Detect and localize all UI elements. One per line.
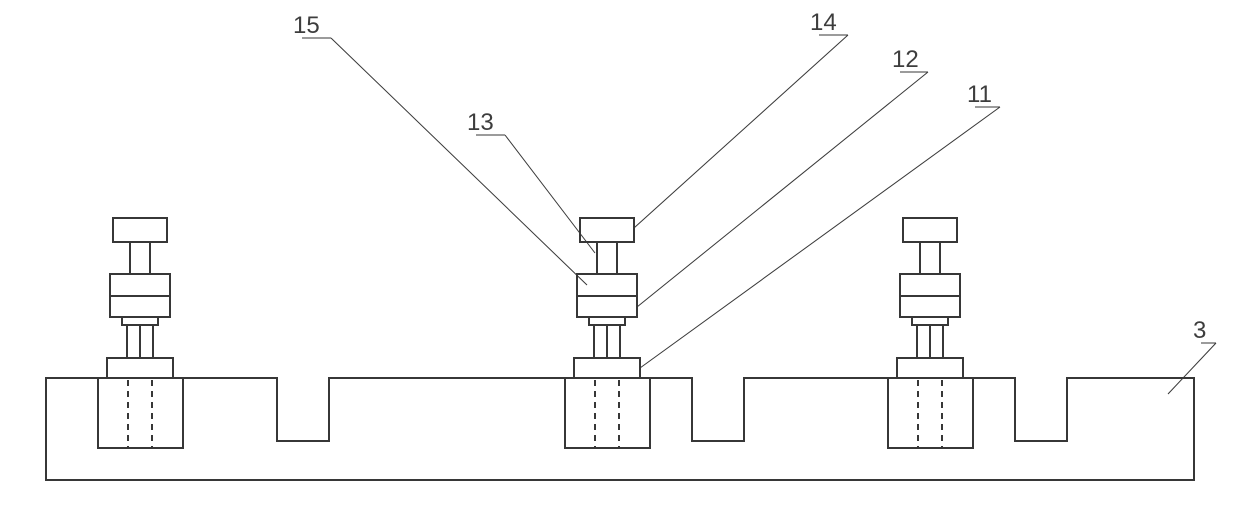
callout-14: 14: [634, 9, 848, 228]
leader-line-12: [637, 72, 928, 307]
clamp-stem-cap-0: [122, 317, 158, 325]
clamp-neck-0: [130, 242, 150, 274]
clamp-head-0: [113, 218, 167, 242]
clamp-head-2: [903, 218, 957, 242]
leader-line-13: [505, 135, 595, 253]
clamp-assembly-2: [897, 218, 963, 448]
base-boss-0: [98, 378, 183, 448]
callout-label-3: 3: [1193, 317, 1206, 344]
callout-15: 15: [293, 12, 587, 285]
leader-line-14: [634, 35, 848, 228]
leader-line-15: [331, 38, 587, 285]
clamp-neck-2: [920, 242, 940, 274]
callout-label-14: 14: [810, 9, 837, 36]
clamp-stem-cap-2: [912, 317, 948, 325]
clamp-stem-cap-1: [589, 317, 625, 325]
callout-label-12: 12: [892, 46, 919, 73]
clamp-block-lower-1: [577, 296, 637, 317]
clamp-head-1: [580, 218, 634, 242]
clamp-assembly-1: [574, 218, 640, 448]
callout-label-13: 13: [467, 109, 494, 136]
clamp-block-upper-0: [110, 274, 170, 296]
callout-12: 12: [637, 46, 928, 307]
clamp-block-upper-2: [900, 274, 960, 296]
clamp-block-lower-2: [900, 296, 960, 317]
clamp-nut-1: [574, 358, 640, 378]
clamp-assembly-0: [107, 218, 173, 448]
clamp-block-upper-1: [577, 274, 637, 296]
base-boss-1: [565, 378, 650, 448]
base-boss-2: [888, 378, 973, 448]
callout-label-11: 11: [967, 81, 992, 108]
clamp-neck-1: [597, 242, 617, 274]
clamp-nut-2: [897, 358, 963, 378]
leader-line-3: [1168, 343, 1216, 394]
clamp-block-lower-0: [110, 296, 170, 317]
clamp-nut-0: [107, 358, 173, 378]
callout-label-15: 15: [293, 12, 320, 39]
callout-3: 3: [1168, 317, 1216, 394]
